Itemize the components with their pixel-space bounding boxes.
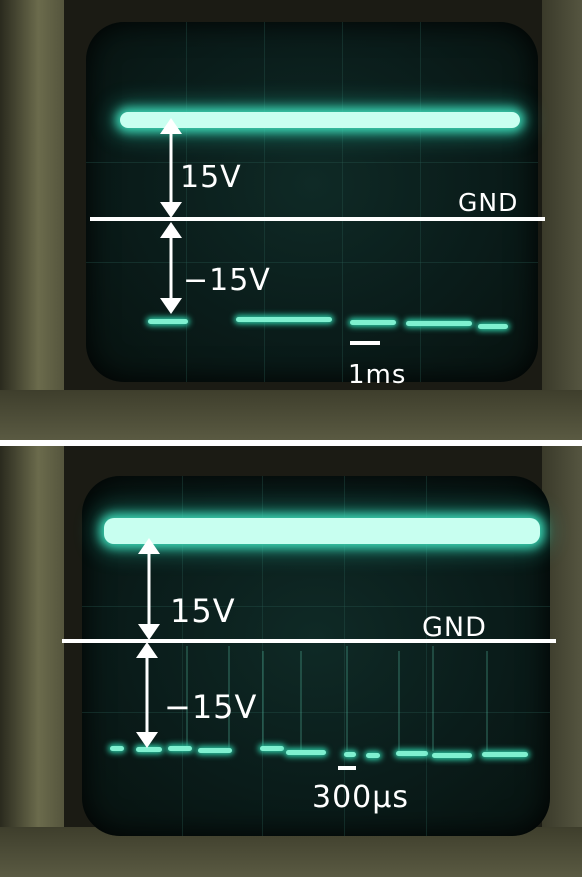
waveform-low-segment	[110, 746, 124, 751]
waveform-low-segment	[148, 319, 188, 324]
scope-bezel-bottom	[0, 390, 582, 440]
lower-voltage-arrow	[136, 642, 158, 748]
waveform-low-segment	[478, 324, 508, 329]
waveform-low-segment	[136, 747, 162, 752]
lower-voltage-label: −15V	[183, 263, 271, 298]
lower-voltage-arrow	[160, 222, 182, 314]
ground-label: GND	[422, 612, 487, 643]
scope-bezel-right	[542, 0, 582, 440]
upper-voltage-arrow	[138, 538, 160, 640]
waveform-low-segment	[236, 317, 332, 322]
oscilloscope-photo-top: GND 15V −15V 1ms	[0, 0, 582, 440]
waveform-low-segment	[198, 748, 232, 753]
timebase-label: 1ms	[348, 360, 407, 390]
scope-bezel-left	[0, 446, 64, 877]
waveform-low-segment	[168, 746, 192, 751]
ground-reference-line	[62, 639, 556, 643]
timebase-label: 300μs	[312, 780, 409, 815]
upper-voltage-label: 15V	[170, 592, 236, 630]
timebase-scale-bar	[338, 766, 356, 770]
upper-voltage-arrow	[160, 118, 182, 218]
ground-label: GND	[458, 188, 519, 217]
waveform-low-segment	[406, 321, 472, 326]
upper-voltage-label: 15V	[180, 160, 242, 195]
ground-reference-line	[90, 217, 545, 221]
waveform-low-segment	[396, 751, 428, 756]
waveform-high-trace	[104, 518, 540, 544]
lower-voltage-label: −15V	[164, 688, 258, 726]
waveform-high-trace	[120, 112, 520, 128]
waveform-low-segment	[286, 750, 326, 755]
waveform-low-segment	[482, 752, 528, 757]
waveform-low-segment	[344, 752, 356, 757]
waveform-low-segment	[432, 753, 472, 758]
waveform-low-segment	[260, 746, 284, 751]
timebase-scale-bar	[350, 341, 380, 345]
oscilloscope-photo-bottom: GND 15V −15V 300μs	[0, 446, 582, 877]
waveform-low-segment	[350, 320, 396, 325]
scope-bezel-left	[0, 0, 64, 440]
waveform-low-segment	[366, 753, 380, 758]
